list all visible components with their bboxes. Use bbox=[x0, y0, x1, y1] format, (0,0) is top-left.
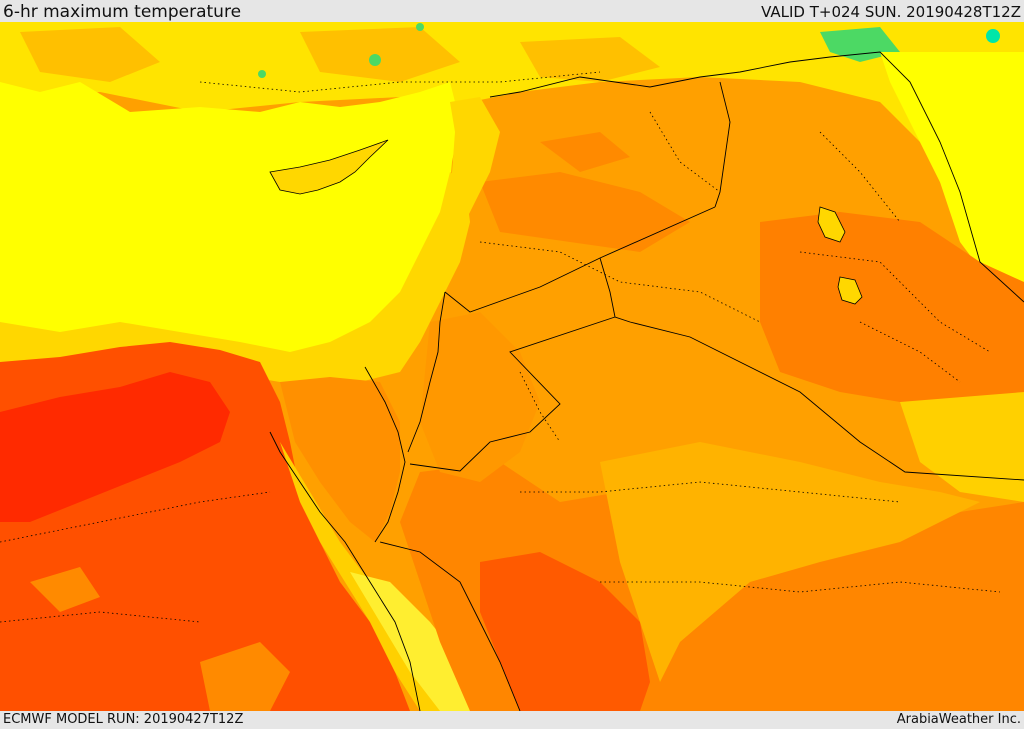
green-patch bbox=[820, 27, 900, 62]
valid-time-label: VALID T+024 SUN. 20190428T12Z bbox=[761, 3, 1021, 21]
teal-patch bbox=[986, 29, 1000, 43]
country-borders bbox=[269, 51, 1024, 711]
levant-yellow-strip bbox=[445, 97, 500, 242]
temperature-map bbox=[0, 22, 1024, 711]
egypt-hottest-region bbox=[0, 372, 230, 522]
gulf-yellow-area bbox=[900, 392, 1024, 502]
jordan-warm-area bbox=[420, 312, 540, 482]
lake-tharthar bbox=[817, 206, 846, 243]
cyprus-island bbox=[269, 139, 389, 195]
sinai-region bbox=[280, 377, 400, 542]
map-title: 6-hr maximum temperature bbox=[3, 2, 242, 22]
syria-orange-patches bbox=[480, 132, 690, 252]
green-patch-small bbox=[369, 54, 381, 66]
saudi-red-region bbox=[480, 552, 650, 711]
lake-razazza bbox=[837, 276, 863, 305]
model-run-label: ECMWF MODEL RUN: 20190427T12Z bbox=[3, 712, 244, 727]
north-orange-patches bbox=[20, 27, 660, 82]
north-yellow-region bbox=[0, 22, 1024, 272]
map-footer: ECMWF MODEL RUN: 20190427T12Z ArabiaWeat… bbox=[0, 711, 1024, 729]
temperature-map-canvas bbox=[0, 22, 1024, 711]
coastal-yellow-band bbox=[0, 172, 470, 387]
northeast-yellow-region bbox=[880, 52, 1024, 302]
admin-boundaries bbox=[0, 71, 1001, 623]
green-patch-small bbox=[258, 70, 266, 78]
saudi-light-region bbox=[600, 442, 980, 682]
map-header: 6-hr maximum temperature VALID T+024 SUN… bbox=[0, 0, 1024, 22]
credit-label: ArabiaWeather Inc. bbox=[896, 712, 1021, 727]
green-patch-small bbox=[416, 23, 424, 31]
egypt-warm-patches bbox=[30, 567, 290, 711]
iraq-hot-region bbox=[760, 212, 1024, 412]
